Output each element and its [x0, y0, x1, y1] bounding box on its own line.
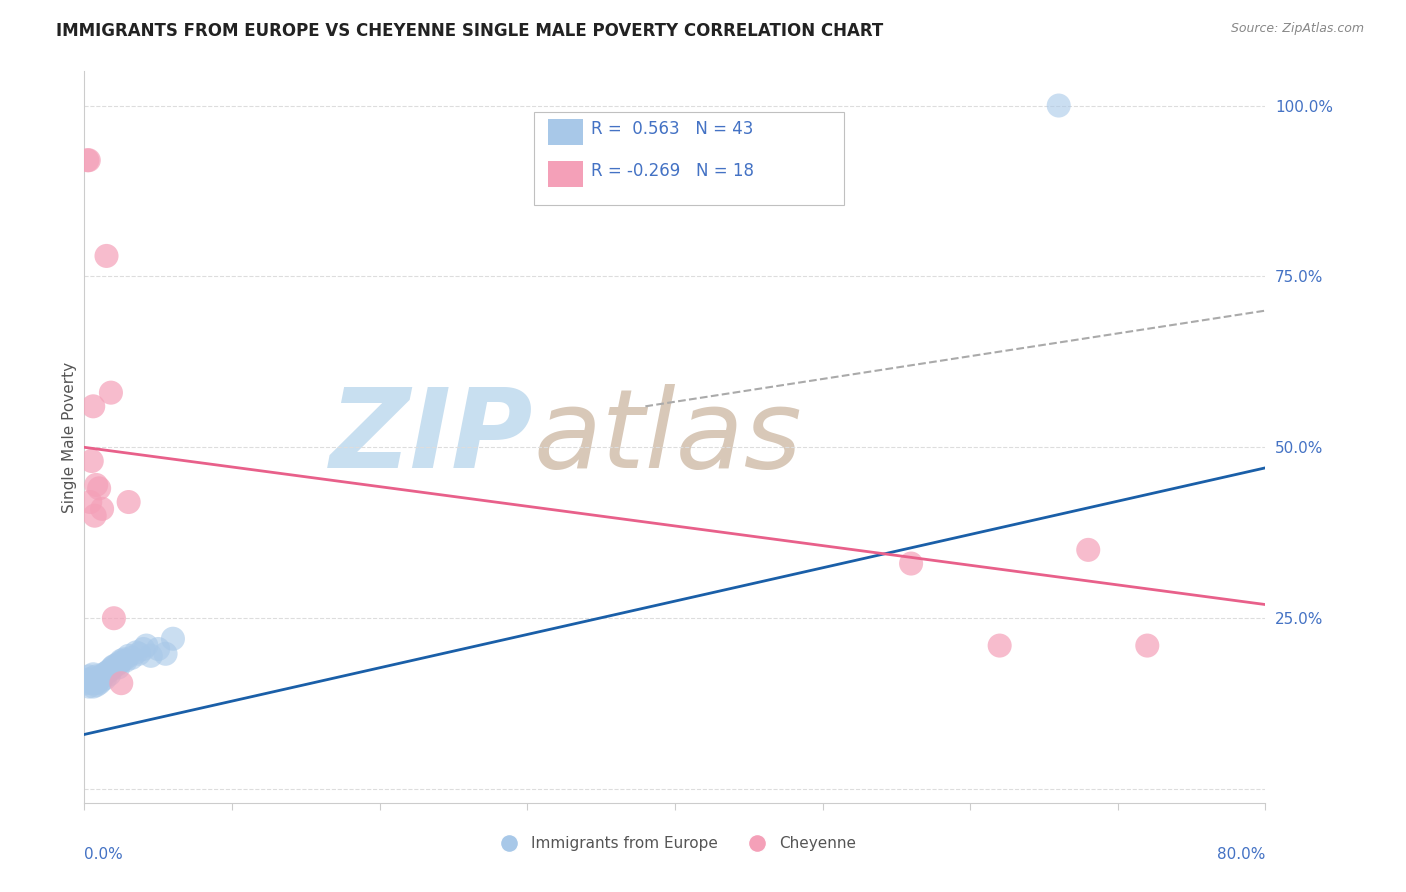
Point [112, 652, 135, 666]
Point [86, 674, 108, 689]
Point [105, 657, 128, 672]
Point [75, 676, 97, 690]
Point [77, 153, 100, 168]
Point [110, 654, 132, 668]
Point [114, 654, 136, 668]
Text: R = -0.269   N = 18: R = -0.269 N = 18 [591, 162, 754, 180]
Point [82, 667, 104, 681]
Point [97, 665, 120, 679]
Point [96, 665, 118, 680]
Point [96, 249, 118, 263]
Point [101, 660, 124, 674]
Point [98, 667, 121, 681]
Text: ZIP: ZIP [329, 384, 533, 491]
Point [83, 676, 105, 690]
Point [94, 672, 117, 686]
Point [118, 648, 141, 663]
Point [91, 669, 114, 683]
Point [108, 656, 131, 670]
Point [1136, 639, 1159, 653]
Point [988, 639, 1011, 653]
Point [82, 400, 104, 414]
Point [110, 676, 132, 690]
Point [121, 651, 143, 665]
Point [148, 642, 170, 657]
Point [128, 647, 150, 661]
Point [1077, 542, 1099, 557]
Point [135, 639, 157, 653]
Point [93, 667, 115, 681]
Text: R =  0.563   N = 43: R = 0.563 N = 43 [591, 120, 752, 138]
Point [80, 676, 103, 690]
Text: 0.0%: 0.0% [84, 847, 124, 862]
Text: IMMIGRANTS FROM EUROPE VS CHEYENNE SINGLE MALE POVERTY CORRELATION CHART: IMMIGRANTS FROM EUROPE VS CHEYENNE SINGL… [56, 22, 883, 40]
Point [118, 495, 141, 509]
Y-axis label: Single Male Poverty: Single Male Poverty [62, 361, 77, 513]
Point [84, 669, 107, 683]
Point [155, 647, 177, 661]
Point [84, 478, 107, 492]
Point [91, 501, 114, 516]
Point [83, 673, 105, 687]
Point [87, 481, 111, 495]
Point [100, 385, 122, 400]
Point [1047, 98, 1070, 112]
Point [79, 674, 101, 689]
Point [76, 153, 98, 168]
Point [103, 659, 125, 673]
Text: atlas: atlas [533, 384, 801, 491]
Point [77, 680, 100, 694]
Point [87, 672, 111, 686]
Text: Source: ZipAtlas.com: Source: ZipAtlas.com [1230, 22, 1364, 36]
Point [900, 557, 922, 571]
Point [103, 611, 125, 625]
Point [84, 678, 107, 692]
Text: 80.0%: 80.0% [1218, 847, 1265, 862]
Point [139, 648, 162, 663]
Point [80, 672, 103, 686]
Point [132, 642, 155, 657]
Legend: Immigrants from Europe, Cheyenne: Immigrants from Europe, Cheyenne [486, 830, 863, 857]
Point [90, 674, 112, 689]
Point [83, 508, 105, 523]
Point [87, 676, 111, 690]
Point [100, 663, 122, 677]
Point [125, 645, 148, 659]
Point [76, 673, 98, 687]
Point [77, 669, 100, 683]
Point [80, 454, 103, 468]
Point [79, 495, 101, 509]
Point [162, 632, 184, 646]
Point [107, 660, 129, 674]
Point [82, 680, 104, 694]
